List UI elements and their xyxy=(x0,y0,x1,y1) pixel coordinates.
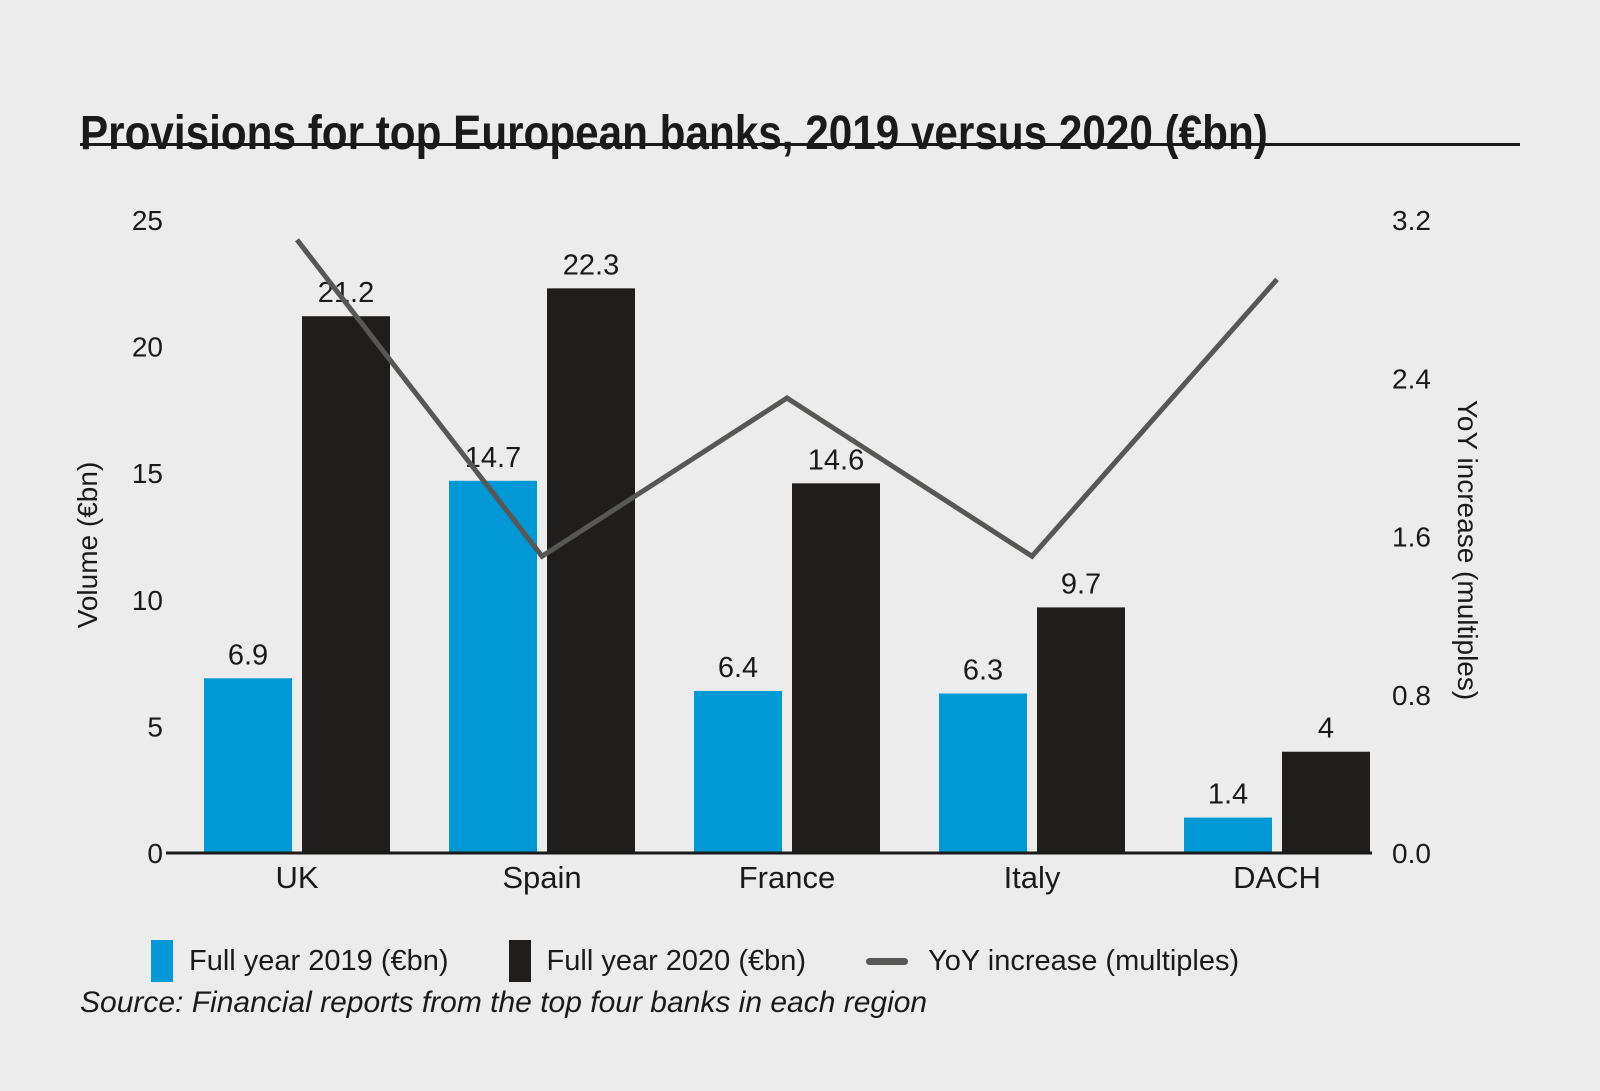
bar-value-label: 6.4 xyxy=(718,652,758,684)
right-axis-tick: 0.8 xyxy=(1392,680,1431,711)
left-axis-tick: 0 xyxy=(147,838,163,869)
left-axis-tick: 25 xyxy=(132,205,163,236)
legend-line-marker xyxy=(866,957,909,965)
bar-2020-dach xyxy=(1282,751,1370,853)
right-axis-title: YoY increase (multiples) xyxy=(1452,400,1483,700)
x-axis-category-label: Italy xyxy=(1004,860,1061,895)
bar-2019-italy xyxy=(939,693,1027,853)
source-note: Source: Financial reports from the top f… xyxy=(80,986,928,1019)
right-axis-tick: 3.2 xyxy=(1392,205,1431,236)
legend-label-2019: Full year 2019 (€bn) xyxy=(189,944,449,977)
left-axis-tick: 20 xyxy=(132,332,163,363)
x-axis-category-label: Spain xyxy=(502,860,581,895)
left-axis-tick: 10 xyxy=(132,585,163,616)
bar-value-label: 22.3 xyxy=(563,249,619,281)
bar-value-label: 6.3 xyxy=(963,654,1003,686)
legend-item-2020: Full year 2020 (€bn) xyxy=(508,940,807,982)
right-axis-tick: 0.0 xyxy=(1392,838,1431,869)
bar-value-label: 6.9 xyxy=(228,639,268,671)
left-axis-tick: 15 xyxy=(132,458,163,489)
left-axis-title: Volume (€bn) xyxy=(72,462,103,629)
chart-legend: Full year 2019 (€bn) Full year 2020 (€bn… xyxy=(151,940,1239,982)
bar-2020-spain xyxy=(547,288,635,853)
left-axis-tick: 5 xyxy=(147,711,163,742)
legend-swatch-2019 xyxy=(151,940,173,982)
bar-2020-france xyxy=(792,483,880,853)
bar-2020-uk xyxy=(302,316,390,853)
bar-value-label: 9.7 xyxy=(1061,568,1101,600)
bar-2019-uk xyxy=(204,678,292,853)
bar-value-label: 14.6 xyxy=(808,444,864,476)
bar-2019-france xyxy=(694,690,782,853)
bar-2020-italy xyxy=(1037,607,1125,853)
yoy-line xyxy=(295,238,1279,560)
right-axis-tick: 1.6 xyxy=(1392,522,1431,553)
legend-item-2019: Full year 2019 (€bn) xyxy=(151,940,449,982)
x-axis-category-label: DACH xyxy=(1233,860,1321,895)
legend-swatch-2020 xyxy=(508,940,531,982)
bar-2019-dach xyxy=(1184,817,1272,853)
bar-line-chart: 0 5 10 15 20 25 0.0 0.8 1.6 2.4 3.2 Volume (€bn) YoY… xyxy=(72,205,1483,895)
chart-title: Provisions for top European banks, 2019 … xyxy=(80,107,1268,161)
legend-label-2020: Full year 2020 (€bn) xyxy=(546,944,807,977)
x-axis-category-label: UK xyxy=(275,860,318,895)
bar-value-label: 4 xyxy=(1318,713,1334,745)
bar-value-label: 1.4 xyxy=(1208,779,1248,811)
legend-item-yoy: YoY increase (multiples) xyxy=(866,945,1239,978)
x-axis-category-label: France xyxy=(739,860,835,895)
bar-2019-spain xyxy=(449,480,537,853)
legend-label-yoy: YoY increase (multiples) xyxy=(928,944,1240,977)
title-divider xyxy=(80,143,1520,146)
right-axis-tick: 2.4 xyxy=(1392,363,1431,394)
